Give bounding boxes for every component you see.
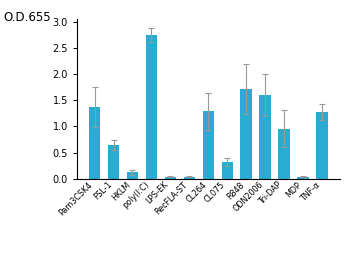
Bar [108, 145, 119, 179]
Bar [203, 111, 214, 179]
Bar [259, 95, 271, 179]
Bar [89, 107, 100, 179]
Bar [127, 172, 138, 179]
Text: O.D.655: O.D.655 [4, 11, 51, 24]
Bar [222, 162, 233, 179]
Bar [240, 89, 252, 179]
Bar [297, 177, 309, 179]
Bar [146, 35, 157, 179]
Bar [184, 177, 195, 179]
Bar [165, 177, 176, 179]
Bar [278, 128, 290, 179]
Bar [316, 112, 328, 179]
